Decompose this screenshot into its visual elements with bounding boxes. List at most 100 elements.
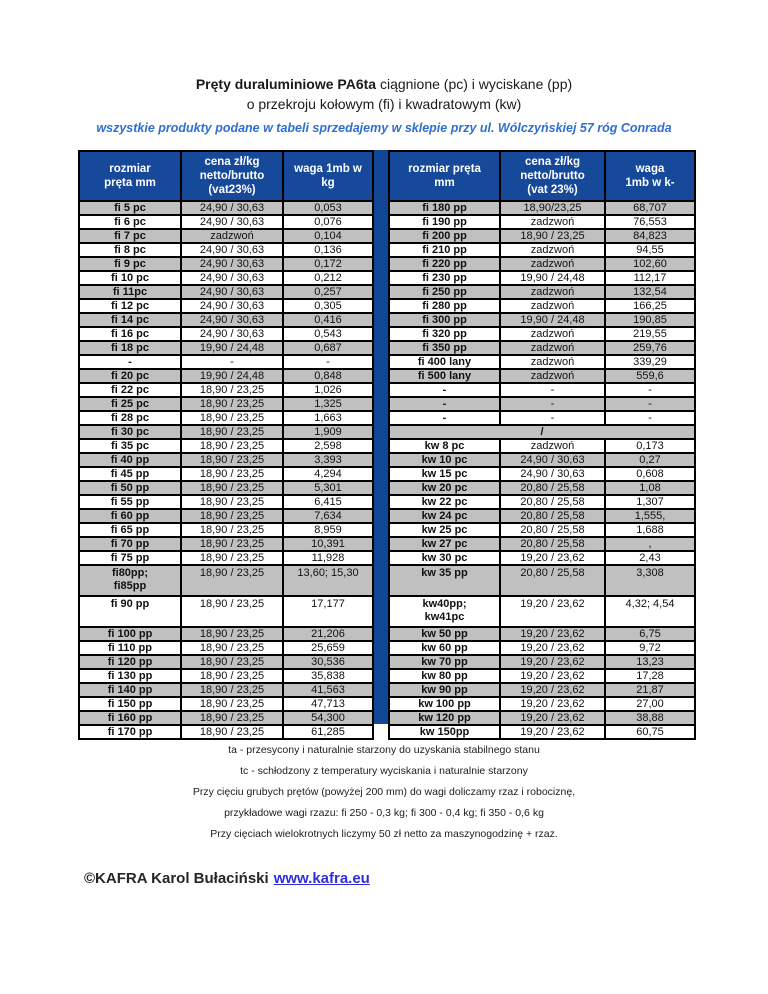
price-cell: 20,80 / 25,58 <box>499 480 606 496</box>
size-cell: kw 24 pc <box>388 508 501 524</box>
size-cell: fi 150 pp <box>78 696 182 712</box>
price-cell: 20,80 / 25,58 <box>499 508 606 524</box>
weight-cell: 0,172 <box>282 256 374 272</box>
size-cell: fi 280 pp <box>388 298 501 314</box>
table-row: fi 70 pp 18,90 / 23,25 10,391 <box>78 536 374 552</box>
title-bold: Pręty duraluminiowe PA6ta <box>195 76 377 92</box>
weight-cell: 21,87 <box>604 682 696 698</box>
title-line2: o przekroju kołowym (fi) i kwadratowym (… <box>246 96 522 112</box>
weight-cell: 339,29 <box>604 354 696 370</box>
weight-cell: 35,838 <box>282 668 374 684</box>
table-row: fi 40 pp 18,90 / 23,25 3,393 <box>78 452 374 468</box>
price-cell: 18,90 / 23,25 <box>180 550 284 566</box>
size-cell: fi80pp; fi85pp <box>78 564 182 597</box>
price-cell: zadzwoń <box>499 256 606 272</box>
price-cell: 19,20 / 23,62 <box>499 696 606 712</box>
weight-cell: - <box>282 354 374 370</box>
size-cell: kw 100 pp <box>388 696 501 712</box>
table-row: / <box>388 424 696 440</box>
price-cell: 19,20 / 23,62 <box>499 626 606 642</box>
price-cell: 18,90 / 23,25 <box>180 480 284 496</box>
weight-cell: 0,687 <box>282 340 374 356</box>
size-cell: kw 60 pp <box>388 640 501 656</box>
title-rest: ciągnione (pc) i wyciskane (pp) <box>376 76 573 92</box>
size-cell: fi 30 pc <box>78 424 182 440</box>
weight-cell: 1,307 <box>604 494 696 510</box>
price-cell: 24,90 / 30,63 <box>180 270 284 286</box>
price-cell: - <box>499 410 606 426</box>
table-row: kw 150pp 19,20 / 23,62 60,75 <box>388 724 696 740</box>
table-row: fi 35 pc 18,90 / 23,25 2,598 <box>78 438 374 454</box>
weight-cell: , <box>604 536 696 552</box>
size-cell: fi 320 pp <box>388 326 501 342</box>
right-header-size: rozmiar pręta mm <box>388 150 501 202</box>
note-ta: ta - przesycony i naturalnie starzony do… <box>228 744 540 756</box>
table-row: fi 28 pc 18,90 / 23,25 1,663 <box>78 410 374 426</box>
left-header-row: rozmiar pręta mm cena zł/kg netto/brutto… <box>78 150 374 202</box>
price-cell: 18,90/23,25 <box>499 200 606 216</box>
price-cell: 19,90 / 24,48 <box>499 312 606 328</box>
weight-cell: 0,173 <box>604 438 696 454</box>
price-cell: 19,20 / 23,62 <box>499 682 606 698</box>
price-cell: 24,90 / 30,63 <box>180 284 284 300</box>
price-cell: 18,90 / 23,25 <box>180 424 284 440</box>
price-cell: 18,90 / 23,25 <box>180 410 284 426</box>
weight-cell: 7,634 <box>282 508 374 524</box>
size-cell: fi 350 pp <box>388 340 501 356</box>
price-tables: rozmiar pręta mm cena zł/kg netto/brutto… <box>78 150 768 740</box>
table-row: fi 150 pp 18,90 / 23,25 47,713 <box>78 696 374 712</box>
merged-cell: / <box>388 424 696 440</box>
price-cell: 18,90 / 23,25 <box>180 640 284 656</box>
price-cell: 19,20 / 23,62 <box>499 595 606 628</box>
table-row: fi 200 pp 18,90 / 23,25 84,823 <box>388 228 696 244</box>
weight-cell: 0,543 <box>282 326 374 342</box>
weight-cell: 54,300 <box>282 710 374 726</box>
size-cell: kw 35 pp <box>388 564 501 597</box>
price-cell: 20,80 / 25,58 <box>499 522 606 538</box>
price-cell: zadzwoń <box>499 438 606 454</box>
size-cell: fi 400 lany <box>388 354 501 370</box>
weight-cell: - <box>604 382 696 398</box>
website-link[interactable]: www.kafra.eu <box>273 870 370 887</box>
table-row: kw 100 pp 19,20 / 23,62 27,00 <box>388 696 696 712</box>
weight-cell: 132,54 <box>604 284 696 300</box>
table-row: fi 120 pp 18,90 / 23,25 30,536 <box>78 654 374 670</box>
price-cell: - <box>499 382 606 398</box>
weight-cell: 559,6 <box>604 368 696 384</box>
price-cell: 18,90 / 23,25 <box>180 536 284 552</box>
weight-cell: 2,43 <box>604 550 696 566</box>
price-cell: 19,90 / 24,48 <box>499 270 606 286</box>
price-cell: 18,90 / 23,25 <box>180 595 284 628</box>
price-cell: zadzwoń <box>180 228 284 244</box>
size-cell: fi 11pc <box>78 284 182 300</box>
size-cell: kw 120 pp <box>388 710 501 726</box>
size-cell: fi 220 pp <box>388 256 501 272</box>
price-cell: 18,90 / 23,25 <box>180 466 284 482</box>
size-cell: fi 300 pp <box>388 312 501 328</box>
price-cell: 18,90 / 23,25 <box>180 564 284 597</box>
weight-cell: - <box>604 410 696 426</box>
table-row: fi 8 pc 24,90 / 30,63 0,136 <box>78 242 374 258</box>
size-cell: fi 500 lany <box>388 368 501 384</box>
price-cell: 20,80 / 25,58 <box>499 564 606 597</box>
weight-cell: 76,553 <box>604 214 696 230</box>
size-cell: fi 250 pp <box>388 284 501 300</box>
size-cell: fi 6 pc <box>78 214 182 230</box>
weight-cell: 0,104 <box>282 228 374 244</box>
weight-cell: 25,659 <box>282 640 374 656</box>
size-cell: fi 55 pp <box>78 494 182 510</box>
table-row: fi 11pc 24,90 / 30,63 0,257 <box>78 284 374 300</box>
table-row: fi 75 pp 18,90 / 23,25 11,928 <box>78 550 374 566</box>
size-cell: kw 25 pc <box>388 522 501 538</box>
table-row: fi 45 pp 18,90 / 23,25 4,294 <box>78 466 374 482</box>
weight-cell: 6,415 <box>282 494 374 510</box>
price-cell: 18,90 / 23,25 <box>180 682 284 698</box>
table-row: kw 60 pp 19,20 / 23,62 9,72 <box>388 640 696 656</box>
weight-cell: 5,301 <box>282 480 374 496</box>
table-row: fi 230 pp 19,90 / 24,48 112,17 <box>388 270 696 286</box>
weight-cell: 166,25 <box>604 298 696 314</box>
note-tc: tc - schłodzony z temperatury wyciskania… <box>240 765 528 777</box>
size-cell: fi 120 pp <box>78 654 182 670</box>
price-cell: 20,80 / 25,58 <box>499 494 606 510</box>
